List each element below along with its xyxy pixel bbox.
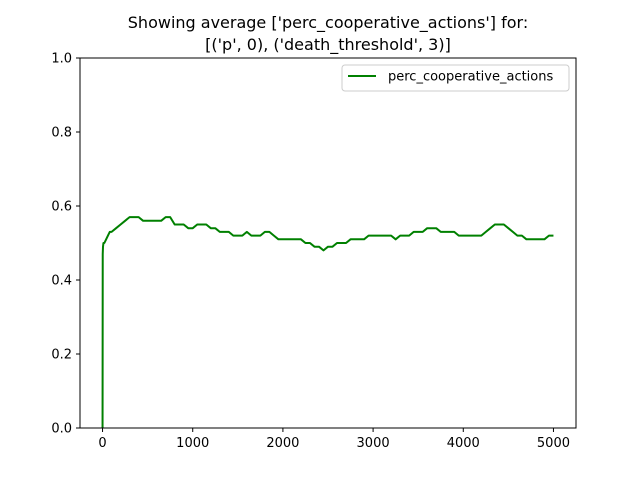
y-tick-label: 1.0: [51, 52, 72, 67]
plot-area: [101, 216, 554, 428]
legend-label-perc-cooperative-actions: perc_cooperative_actions: [388, 70, 553, 85]
legend: perc_cooperative_actions: [341, 64, 570, 92]
y-tick-label: 0.2: [51, 348, 72, 363]
series-line-perc-cooperative-actions: [101, 216, 554, 428]
x-axis-ticks: 0 1000 2000 3000 4000 5000: [98, 428, 570, 451]
y-tick-label: 0.8: [51, 126, 72, 141]
y-axis-ticks: 0.0 0.2 0.4 0.6 0.8 1.0: [51, 52, 80, 437]
y-tick-label: 0.0: [51, 422, 72, 437]
series-group: [101, 216, 554, 428]
legend-box: [341, 64, 570, 92]
x-tick-label: 3000: [357, 436, 390, 451]
x-tick-label: 1000: [176, 436, 209, 451]
x-tick-label: 0: [98, 436, 106, 451]
x-tick-label: 4000: [447, 436, 480, 451]
axes-frame: [79, 57, 577, 429]
chart-title: Showing average ['perc_cooperative_actio…: [128, 13, 528, 33]
y-tick-label: 0.4: [51, 274, 72, 289]
x-tick-label: 5000: [537, 436, 570, 451]
chart-subtitle: [('p', 0), ('death_threshold', 3)]: [205, 35, 451, 55]
x-tick-label: 2000: [266, 436, 299, 451]
y-tick-label: 0.6: [51, 200, 72, 215]
